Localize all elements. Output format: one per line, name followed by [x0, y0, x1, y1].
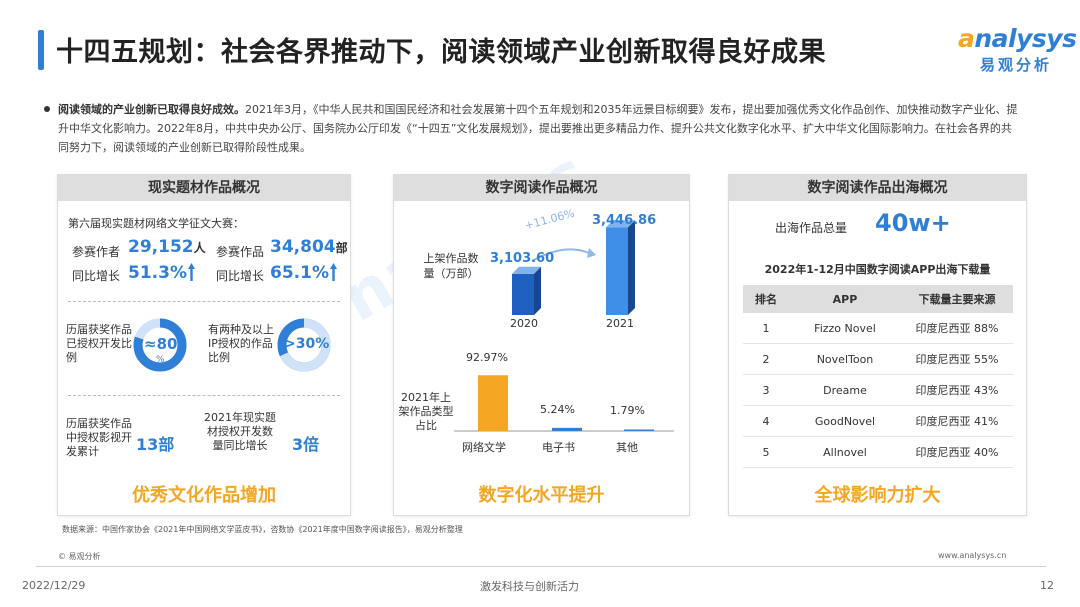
- title-accent-bar: [38, 30, 44, 70]
- bar-2021: [606, 227, 628, 315]
- download-table: 排名 APP 下载量主要来源 1 Fizzo Novel 印度尼西亚 88% 2 No…: [743, 285, 1013, 468]
- stat2-label: 2021年现实题材授权开发数量同比增长: [204, 411, 276, 452]
- website-link[interactable]: www.analysys.cn: [938, 551, 1007, 560]
- table-row: 4 GoodNovel 印度尼西亚 41%: [743, 405, 1013, 437]
- col-app: APP: [789, 285, 901, 313]
- works-value: 34,804: [270, 237, 336, 257]
- bar-value-2020: 3,103.60: [490, 251, 555, 266]
- panel-footer: 优秀文化作品增加: [132, 485, 276, 506]
- up-arrow-icon: [188, 263, 195, 281]
- growth-arrowhead-icon: [587, 248, 596, 258]
- growth-arrow-icon: [531, 248, 590, 262]
- analysys-logo: analysys 易观分析: [958, 24, 1077, 80]
- table-row: 2 NovelToon 印度尼西亚 55%: [743, 343, 1013, 375]
- bar-year-2021: 2021: [606, 317, 634, 330]
- authors-unit: 人: [193, 241, 206, 255]
- ring2-value: >30%: [284, 336, 330, 352]
- table-header-row: 排名 APP 下载量主要来源: [743, 285, 1013, 313]
- copyright: © 易观分析: [58, 552, 101, 561]
- works-label: 参赛作品: [216, 245, 265, 259]
- up-arrow-icon: [330, 263, 337, 281]
- ring1-unit: %: [156, 355, 165, 365]
- panel-header: 现实题材作品概况: [58, 175, 350, 201]
- page-number: 12: [1040, 579, 1054, 592]
- yoy-label-works: 同比增长: [216, 269, 265, 283]
- share-chart: [454, 375, 674, 432]
- bar-value-2021: 3,446.86: [592, 213, 657, 228]
- yoy-value-works: 65.1%: [270, 263, 329, 283]
- bar-year-2020: 2020: [510, 317, 538, 330]
- logo-a-icon: a: [958, 24, 975, 53]
- ring2-gauge: [277, 318, 331, 372]
- share-label: 2021年上架作品类型占比: [398, 391, 454, 432]
- panel-footer: 全球影响力扩大: [814, 485, 941, 506]
- panel-realistic-works: 现实题材作品概况 第六届现实题材网络文学征文大赛： 参赛作者 29,152人 参…: [57, 174, 351, 516]
- bullet-icon: [44, 106, 50, 112]
- page-title: 十四五规划：社会各界推动下，阅读领域产业创新取得良好成果: [56, 37, 826, 68]
- stat1-label: 历届获奖作品中授权影视开发累计: [66, 417, 132, 458]
- share-pct-other: 1.79%: [610, 404, 645, 417]
- share-bar-1: [552, 427, 582, 431]
- yoy-label-authors: 同比增长: [72, 269, 121, 283]
- works-stat: 34,804部: [270, 237, 348, 257]
- share-bar-2: [624, 429, 654, 431]
- share-bar-0: [478, 375, 508, 431]
- date: 2022/12/29: [22, 579, 86, 592]
- bar-2020: [512, 273, 534, 315]
- ring1-value: ≈80: [144, 335, 178, 353]
- yoy-value-authors: 51.3%: [128, 263, 187, 283]
- bar-top-2021: [606, 220, 635, 228]
- share-pct-ebook: 5.24%: [540, 403, 575, 416]
- footer-divider: [36, 566, 1046, 567]
- divider: [68, 301, 340, 302]
- panel-digital-reading: 数字阅读作品概况 上架作品数量（万部） +11.06% 3,103.60 3,4…: [393, 174, 690, 516]
- intro-lead: 阅读领域的产业创新已取得良好成效。: [58, 103, 245, 116]
- bar-chart: [512, 220, 635, 315]
- table-row: 3 Dreame 印度尼西亚 43%: [743, 374, 1013, 406]
- table-row: 5 Allnovel 印度尼西亚 40%: [743, 436, 1013, 468]
- table-row: 1 Fizzo Novel 印度尼西亚 88%: [743, 313, 1013, 344]
- ring2-label: 有两种及以上IP授权的作品比例: [208, 323, 274, 364]
- divider: [68, 395, 340, 396]
- ring1-gauge: [133, 318, 187, 372]
- stat1-value: 13部: [136, 435, 175, 454]
- ring1-label: 历届获奖作品已授权开发比例: [66, 323, 132, 364]
- total-label: 出海作品总量: [775, 221, 848, 235]
- share-cat-web: 网络文学: [462, 441, 506, 454]
- share-cat-other: 其他: [616, 441, 638, 454]
- panel-header: 数字阅读作品出海概况: [729, 175, 1026, 201]
- data-source: 数据来源：中国作家协会《2021年中国网络文学蓝皮书》，咨数协《2021年度中国…: [62, 525, 463, 534]
- panel-footer: 数字化水平提升: [478, 485, 605, 506]
- total-value: 40w+: [875, 209, 951, 237]
- y-axis-label: 上架作品数量（万部）: [423, 252, 479, 280]
- col-source: 下载量主要来源: [901, 285, 1013, 313]
- contest-title: 第六届现实题材网络文学征文大赛：: [68, 217, 244, 230]
- intro-paragraph: 阅读领域的产业创新已取得良好成效。2021年3月，《中华人民共和国国民经济和社会…: [44, 100, 1018, 157]
- col-rank: 排名: [743, 285, 789, 313]
- bar-side-2021: [628, 220, 635, 315]
- share-pct-web: 92.97%: [466, 351, 508, 364]
- panel-header: 数字阅读作品概况: [394, 175, 689, 201]
- logo-wordmark: analysys: [958, 24, 1077, 53]
- panel-overseas: 数字阅读作品出海概况 出海作品总量 40w+ 2022年1-12月中国数字阅读A…: [728, 174, 1027, 516]
- stat2-value: 3倍: [292, 435, 320, 454]
- bar-top-2020: [512, 266, 541, 274]
- intro-body: 2021年3月，《中华人民共和国国民经济和社会发展第十四个五年规划和2035年远…: [58, 103, 1018, 154]
- share-cat-ebook: 电子书: [542, 441, 575, 454]
- logo-chinese: 易观分析: [980, 56, 1053, 74]
- authors-label: 参赛作者: [72, 245, 121, 259]
- slogan: 激发科技与创新活力: [480, 580, 579, 593]
- authors-stat: 29,152人: [128, 237, 206, 257]
- table-title: 2022年1-12月中国数字阅读APP出海下载量: [764, 263, 991, 276]
- authors-value: 29,152: [128, 237, 194, 257]
- bar-side-2020: [534, 266, 541, 315]
- works-unit: 部: [335, 241, 348, 255]
